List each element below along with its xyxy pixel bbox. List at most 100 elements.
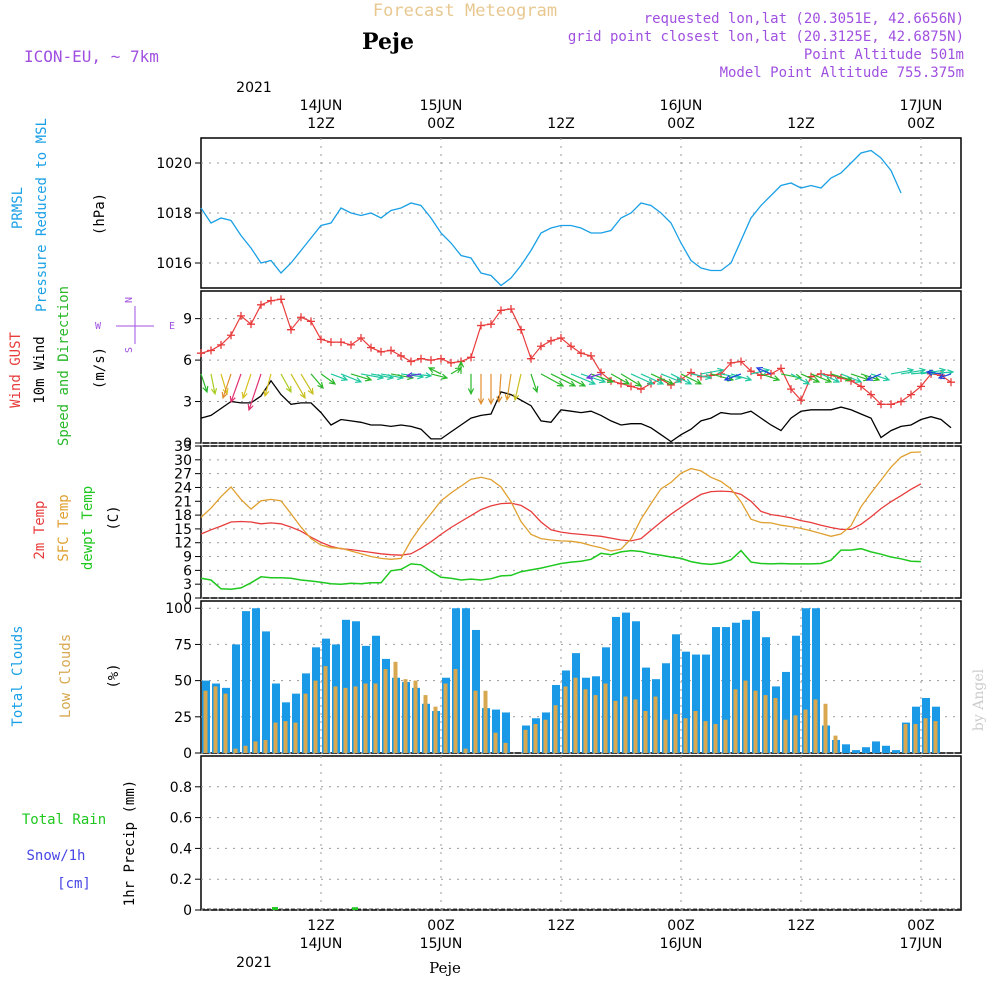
top-date-label: 17JUN [900, 98, 943, 114]
direction-arrow [450, 367, 463, 375]
direction-arrow [790, 373, 811, 385]
ytick-label: 0 [183, 436, 192, 452]
top-hour-label: 00Z [667, 116, 694, 132]
gust-marker [397, 351, 405, 360]
ytick-label: 6 [183, 563, 192, 579]
low-clouds-bar [253, 741, 258, 753]
direction-arrow [850, 373, 871, 382]
low-clouds-bar [403, 679, 408, 753]
direction-arrow [723, 373, 742, 382]
ytick-label: 100 [165, 601, 192, 617]
gust-marker [587, 351, 595, 360]
low-clouds-bar [383, 669, 388, 753]
direction-arrow [221, 373, 232, 400]
ytick-label: 9 [183, 550, 192, 566]
low-clouds-bar [763, 695, 768, 753]
total-clouds-bar [262, 631, 270, 753]
low-clouds-bar [783, 719, 788, 753]
direction-arrow [405, 372, 422, 379]
bottom-date-label: 17JUN [900, 936, 943, 952]
compass-n: N [124, 297, 135, 303]
direction-arrow [320, 373, 337, 385]
bottom-date-label: 16JUN [660, 936, 703, 952]
ytick-label: 0.2 [170, 872, 192, 888]
gust-marker [917, 382, 925, 391]
bottom-hour-label: 00Z [907, 918, 934, 934]
compass-e: E [169, 321, 175, 332]
bottom-hour-label: 12Z [547, 918, 574, 934]
direction-arrow [220, 373, 229, 396]
gust-marker [577, 349, 585, 358]
gust-marker [727, 358, 735, 367]
point-altitude: Point Altitude 501m [804, 47, 964, 63]
direction-arrow [340, 373, 363, 383]
ytick-label: 3 [183, 395, 192, 411]
gust-marker [207, 346, 215, 355]
low-clouds-bar [473, 690, 478, 753]
t2m-label: 2m Temp [32, 500, 48, 559]
precip-unit: 1hr Precip (mm) [122, 780, 138, 906]
low-clouds-bar [553, 705, 558, 753]
low-clouds-bar [303, 693, 308, 753]
low-clouds-bar [423, 695, 428, 753]
gust-marker [887, 400, 895, 409]
ytick-label: 0.6 [170, 811, 192, 827]
low-clouds-bar [643, 711, 648, 753]
gust-marker [527, 354, 535, 363]
footer-station: Peje [429, 959, 461, 977]
ytick-label: 0 [183, 746, 192, 762]
low-clouds-bar [293, 722, 298, 753]
direction-arrow [560, 373, 587, 387]
direction-arrow [810, 373, 833, 383]
low-clouds-bar [663, 719, 668, 753]
direction-arrow [487, 373, 495, 406]
direction-arrow [540, 373, 565, 387]
compass-rose: N S W E [95, 297, 175, 353]
model-name: ICON-EU, ~ 7km [24, 47, 159, 66]
snow-unit: [cm] [57, 876, 91, 892]
gust-marker [287, 325, 295, 334]
direction-arrow [800, 373, 821, 383]
ytick-label: 6 [183, 353, 192, 369]
grid-point-coords: grid point closest lon,lat (20.3125E, 42… [568, 29, 964, 45]
total-clouds-bar [342, 619, 350, 753]
direction-arrow [660, 373, 683, 383]
low-clouds-bar [633, 699, 638, 753]
direction-arrow [410, 372, 433, 379]
direction-arrow [263, 373, 272, 398]
total-clouds-bar [852, 750, 860, 753]
direction-arrow [200, 373, 209, 394]
gust-marker [487, 320, 495, 329]
sfc-line [200, 451, 922, 560]
sfc-label: SFC Temp [56, 494, 72, 561]
clouds-unit: (%) [106, 663, 122, 688]
direction-arrow [280, 373, 292, 394]
top-hour-label: 00Z [907, 116, 934, 132]
gust-marker [477, 321, 485, 330]
bottom-hour-label: 12Z [787, 918, 814, 934]
gust-marker [337, 338, 345, 347]
ytick-label: 50 [174, 674, 192, 690]
gust-marker [877, 400, 885, 409]
gust-marker [427, 356, 435, 365]
total-clouds-bar [812, 608, 820, 753]
gust-marker [237, 311, 245, 320]
ytick-label: 1020 [156, 156, 192, 172]
gust-marker [597, 368, 605, 377]
gust-marker [217, 340, 225, 349]
app-title: Forecast Meteogram [373, 1, 557, 21]
direction-arrow [610, 373, 631, 385]
total-clouds-bar [662, 663, 670, 753]
total-clouds-bar [632, 621, 640, 753]
total-clouds-bar [682, 651, 690, 753]
low-clouds-bar [683, 718, 688, 753]
low-clouds-bar [903, 724, 908, 753]
gust-marker [897, 397, 905, 406]
top-hour-label: 12Z [547, 116, 574, 132]
gust-marker [817, 369, 825, 378]
t2m-line [200, 483, 922, 556]
direction-arrow [900, 367, 927, 375]
direction-arrow [680, 373, 703, 385]
gust-marker [277, 295, 285, 304]
dewpt-label: dewpt Temp [80, 486, 96, 570]
